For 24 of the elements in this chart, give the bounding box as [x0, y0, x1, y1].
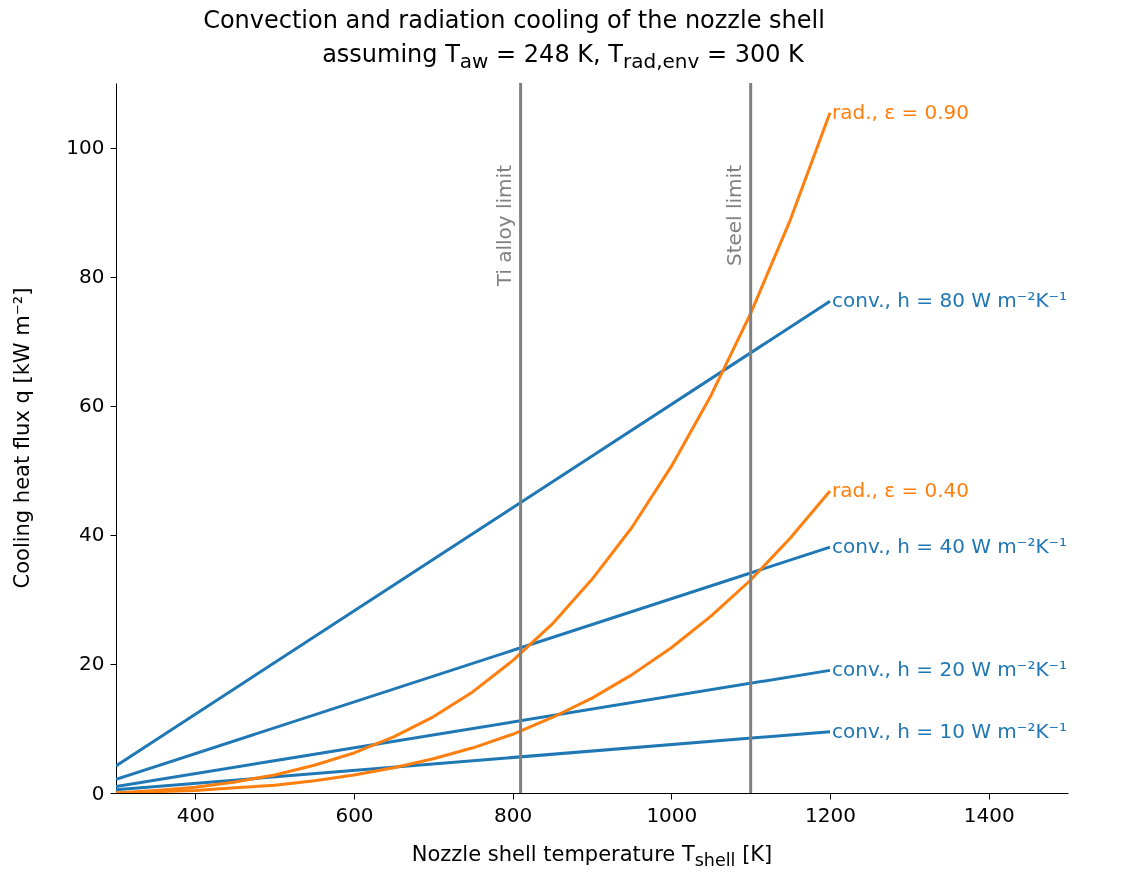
y-tick-label: 60 [79, 393, 105, 418]
y-tick-label: 100 [66, 135, 105, 160]
series-label: rad., ε = 0.40 [832, 477, 970, 502]
y-tick-label: 80 [79, 264, 105, 289]
x-tick-label: 1000 [646, 802, 698, 827]
series-label: conv., h = 80 W m⁻²K⁻¹ [832, 288, 1068, 313]
y-tick-label: 20 [79, 651, 105, 676]
ref-line-label: Ti alloy limit [491, 164, 516, 288]
series-label: rad., ε = 0.90 [832, 99, 970, 124]
x-tick-label: 1200 [805, 802, 856, 827]
y-tick-label: 0 [91, 780, 105, 805]
chart-title: Convection and radiation cooling of the nozzle shell [202, 6, 826, 34]
x-axis-title: Nozzle shell temperature T$_{shell}$ [K] [410, 842, 774, 871]
series-label: conv., h = 40 W m⁻²K⁻¹ [832, 534, 1068, 559]
x-tick-label: 400 [176, 802, 215, 827]
y-axis-title: Cooling heat flux q [kW m⁻²] [10, 287, 34, 589]
series-label: conv., h = 20 W m⁻²K⁻¹ [832, 657, 1068, 682]
x-tick-label: 600 [335, 802, 374, 827]
series-label: conv., h = 10 W m⁻²K⁻¹ [832, 718, 1068, 743]
x-tick-label: 800 [494, 802, 533, 827]
ref-line-label: Steel limit [721, 164, 746, 267]
y-tick-label: 40 [79, 522, 105, 547]
x-tick-label: 1400 [963, 802, 1015, 827]
chart-subtitle: assuming T$_{aw}$ = 248 K, T$_{rad,env}$ = 300 K [321, 40, 805, 73]
